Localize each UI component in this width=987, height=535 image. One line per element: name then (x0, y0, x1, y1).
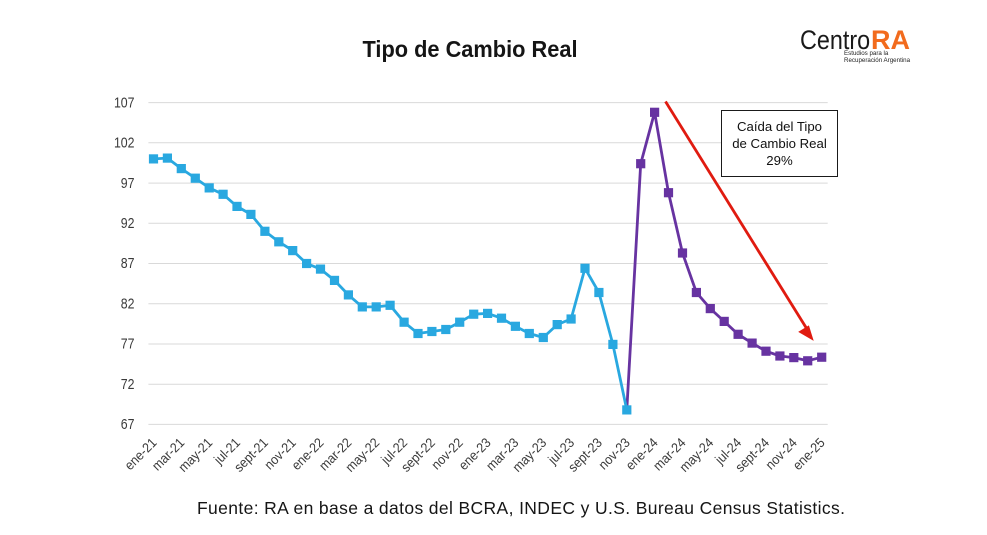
svg-text:72: 72 (121, 376, 135, 392)
svg-text:102: 102 (114, 135, 135, 151)
svg-text:ene-25: ene-25 (790, 435, 828, 473)
svg-text:87: 87 (121, 255, 135, 271)
svg-text:82: 82 (121, 295, 135, 311)
svg-text:92: 92 (121, 215, 135, 231)
svg-text:67: 67 (121, 416, 135, 432)
svg-text:107: 107 (114, 94, 135, 110)
svg-text:97: 97 (121, 175, 135, 191)
svg-text:77: 77 (121, 336, 135, 352)
